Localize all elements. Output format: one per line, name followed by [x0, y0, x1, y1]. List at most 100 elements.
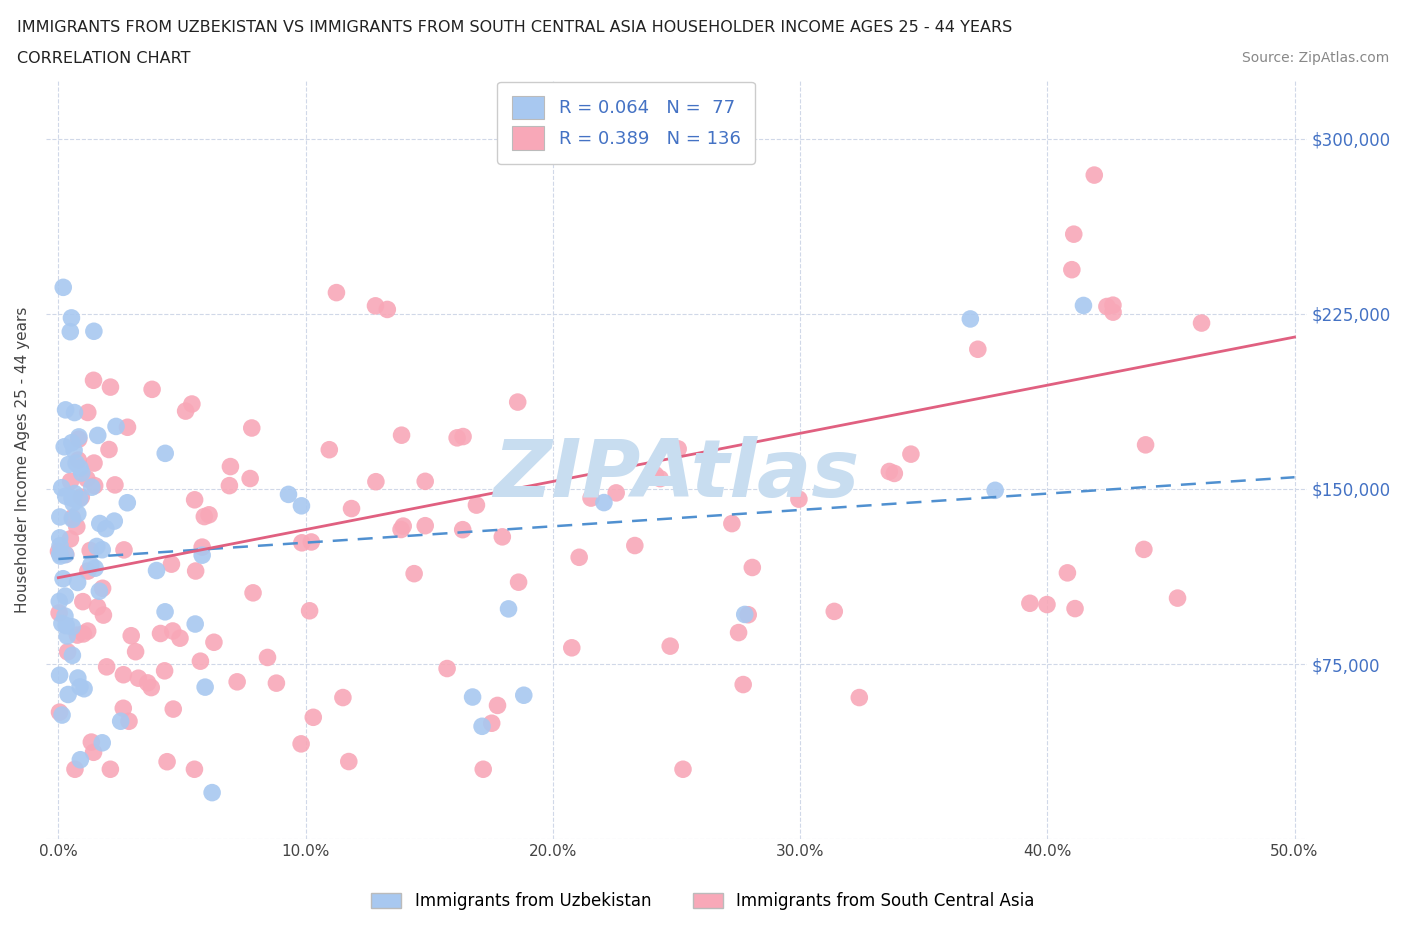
Point [741, 560, 763, 575]
Text: CORRELATION CHART: CORRELATION CHART [17, 51, 190, 66]
Point [1063, 227, 1085, 242]
Point [100, 379, 122, 394]
Point [1135, 437, 1157, 452]
Point [1056, 565, 1078, 580]
Text: ZIPAtlas: ZIPAtlas [494, 436, 859, 514]
Point [51, 616, 73, 631]
Point [472, 762, 495, 777]
Point [256, 650, 278, 665]
Point [242, 585, 264, 600]
Point [49, 538, 72, 553]
Point [561, 641, 583, 656]
Point [62, 496, 84, 511]
Point [721, 516, 744, 531]
Point [48, 530, 70, 545]
Point [298, 604, 321, 618]
Point [56, 644, 79, 659]
Point [413, 474, 436, 489]
Text: Source: ZipAtlas.com: Source: ZipAtlas.com [1241, 51, 1389, 65]
Point [112, 701, 135, 716]
Point [60, 435, 83, 450]
Point [506, 394, 529, 409]
Point [153, 663, 176, 678]
Text: IMMIGRANTS FROM UZBEKISTAN VS IMMIGRANTS FROM SOUTH CENTRAL ASIA HOUSEHOLDER INC: IMMIGRANTS FROM UZBEKISTAN VS IMMIGRANTS… [17, 20, 1012, 35]
Point [62, 512, 84, 526]
Point [733, 677, 755, 692]
Point [55, 547, 77, 562]
Point [83, 456, 105, 471]
Point [218, 478, 240, 493]
Point [63, 443, 86, 458]
Point [277, 487, 299, 502]
Point [184, 617, 207, 631]
Point [156, 754, 179, 769]
Point [91, 542, 114, 557]
Point [413, 518, 436, 533]
Point [624, 538, 647, 553]
Point [72, 594, 94, 609]
Point [364, 299, 387, 313]
Point [737, 607, 759, 622]
Point [848, 690, 870, 705]
Point [318, 443, 340, 458]
Point [80, 557, 103, 572]
Point [89, 516, 111, 531]
Point [60, 648, 83, 663]
Point [141, 680, 163, 695]
Point [727, 625, 749, 640]
Point [72, 627, 94, 642]
Point [879, 464, 901, 479]
Point [124, 644, 146, 659]
Point [52, 571, 75, 586]
Point [59, 325, 82, 339]
Point [86, 600, 108, 615]
Point [83, 324, 105, 339]
Point [180, 396, 202, 411]
Point [76, 564, 98, 578]
Point [183, 492, 205, 507]
Point [644, 468, 666, 483]
Point [1083, 167, 1105, 182]
Point [1018, 596, 1040, 611]
Point [966, 342, 988, 357]
Point [605, 485, 627, 500]
Point [194, 680, 217, 695]
Point [202, 635, 225, 650]
Point [69, 752, 91, 767]
Point [240, 420, 263, 435]
Point [66, 506, 89, 521]
Point [66, 519, 89, 534]
Point [1102, 298, 1125, 312]
Point [481, 716, 503, 731]
Point [67, 432, 90, 446]
Point [48, 594, 70, 609]
Point [302, 710, 325, 724]
Y-axis label: Householder Income Ages 25 - 44 years: Householder Income Ages 25 - 44 years [15, 307, 30, 613]
Point [174, 404, 197, 418]
Point [332, 690, 354, 705]
Point [900, 446, 922, 461]
Point [226, 674, 249, 689]
Point [70, 490, 93, 505]
Point [53, 439, 76, 454]
Point [127, 671, 149, 685]
Point [391, 428, 413, 443]
Point [60, 311, 83, 325]
Point [56, 687, 79, 702]
Legend: R = 0.064   N =  77, R = 0.389   N = 136: R = 0.064 N = 77, R = 0.389 N = 136 [498, 82, 755, 164]
Point [76, 624, 98, 639]
Point [184, 564, 207, 578]
Point [60, 619, 83, 634]
Point [55, 547, 77, 562]
Point [1073, 298, 1095, 312]
Point [93, 607, 115, 622]
Point [451, 429, 474, 444]
Point [60, 511, 83, 525]
Legend: Immigrants from Uzbekistan, Immigrants from South Central Asia: Immigrants from Uzbekistan, Immigrants f… [364, 885, 1042, 917]
Point [55, 403, 77, 418]
Point [191, 548, 214, 563]
Point [89, 584, 111, 599]
Point [73, 682, 96, 697]
Point [65, 456, 87, 471]
Point [299, 535, 322, 550]
